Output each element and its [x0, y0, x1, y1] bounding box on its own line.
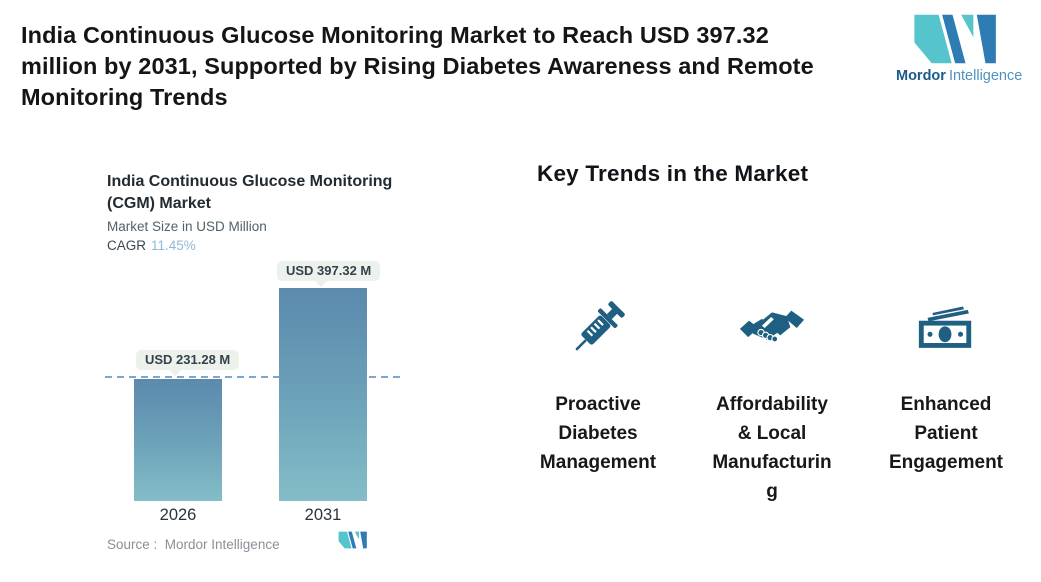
- cagr-label: CAGR: [107, 238, 147, 253]
- brand-name-secondary: Intelligence: [948, 68, 1023, 84]
- trends-row: Proactive Diabetes Management: [511, 296, 1033, 506]
- trend-label: Proactive Diabetes Management: [539, 394, 657, 473]
- money-icon: [915, 296, 977, 360]
- trend-label: Enhanced Patient Engagement: [888, 394, 1004, 473]
- bar-2031: [279, 288, 367, 501]
- chart-title: India Continuous Glucose Monitoring (CGM…: [107, 173, 393, 212]
- trend-item-proactive-diabetes: Proactive Diabetes Management: [511, 296, 685, 506]
- headline: India Continuous Glucose Monitoring Mark…: [21, 22, 814, 110]
- bar-year-label-2031: 2031: [304, 506, 342, 524]
- bar-chart: USD 231.28 M USD 397.32 M 2026 2031: [103, 255, 403, 524]
- cagr-row: CAGR 11.45%: [107, 238, 427, 253]
- brand-logo: Mordor Intelligence: [896, 13, 1022, 84]
- trend-label: Affordability & Local Manufacturin g: [712, 394, 832, 502]
- reference-dashed-line: [105, 376, 400, 378]
- mini-mordor-logo-icon: [338, 531, 368, 554]
- brand-name-primary: Mordor: [896, 68, 946, 84]
- source-note: Source : Mordor Intelligence: [107, 537, 280, 552]
- handshake-icon: [739, 296, 805, 360]
- trends-heading: Key Trends in the Market: [537, 161, 809, 186]
- bar-2026: [134, 379, 222, 501]
- syringe-icon: [566, 296, 630, 360]
- chart-subtitle: Market Size in USD Million: [107, 219, 267, 234]
- trend-item-engagement: Enhanced Patient Engagement: [859, 296, 1033, 506]
- tooltip-caret-2031: [315, 281, 327, 287]
- bar-value-tooltip-2031: USD 397.32 M: [277, 261, 381, 281]
- chart-header: India Continuous Glucose Monitoring (CGM…: [107, 171, 427, 253]
- bar-value-tooltip-2026: USD 231.28 M: [136, 350, 240, 370]
- bar-year-label-2026: 2026: [159, 506, 197, 524]
- cagr-value: 11.45%: [151, 238, 196, 253]
- brand-name: Mordor Intelligence: [896, 68, 1022, 84]
- trend-item-affordability: Affordability & Local Manufacturin g: [685, 296, 859, 506]
- mordor-logo-icon: [896, 13, 1016, 65]
- tooltip-caret-2026: [169, 370, 181, 376]
